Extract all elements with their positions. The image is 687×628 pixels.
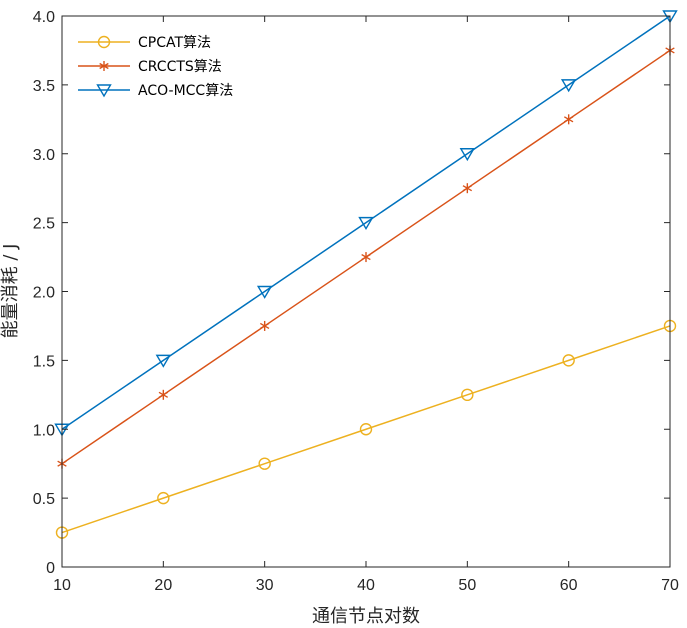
series-group	[54, 10, 678, 539]
y-tick-label: 0.5	[33, 491, 55, 508]
data-point	[361, 252, 371, 263]
legend-marker	[96, 84, 112, 98]
x-tick-label: 70	[661, 577, 679, 594]
data-point	[259, 320, 270, 331]
data-point	[158, 389, 169, 400]
data-point	[459, 148, 476, 162]
data-point	[358, 216, 374, 231]
legend-marker	[99, 61, 109, 71]
legend-entry-2: ACO-MCC算法	[78, 83, 233, 99]
data-point	[560, 79, 577, 93]
y-tick-label: 4.0	[33, 9, 55, 26]
axes: 10 20 30 40 50 60 70 0 0.5 1.0 1.5 2.0 2.5 3.0 3.5 4.0	[33, 9, 679, 594]
y-tick-label: 1.5	[33, 353, 55, 370]
x-tick-label: 30	[256, 577, 274, 594]
legend-label: ACO-MCC算法	[138, 83, 233, 99]
y-tick-label: 2.5	[33, 216, 55, 233]
x-tick-label: 40	[357, 577, 375, 594]
legend: CPCAT算法 CRCCTS算法 ACO-MCC算法	[72, 28, 262, 110]
data-point	[562, 354, 575, 367]
y-tick-label: 0	[46, 560, 55, 577]
x-tick-label: 10	[53, 577, 71, 594]
data-point	[462, 183, 473, 194]
y-axis-label: 能量消耗 / J	[0, 244, 21, 339]
legend-label: CRCCTS算法	[138, 59, 222, 75]
legend-entry-1: CRCCTS算法	[78, 59, 222, 75]
x-tick-label: 50	[458, 577, 476, 594]
data-point	[359, 423, 373, 436]
data-point	[563, 114, 574, 125]
y-tick-label: 3.5	[33, 78, 55, 95]
x-axis-label: 通信节点对数	[312, 606, 420, 627]
data-point	[461, 388, 474, 402]
x-tick-label: 60	[560, 577, 578, 594]
y-tick-label: 3.0	[33, 147, 55, 164]
y-tick-label: 2.0	[33, 285, 55, 302]
x-tick-label: 20	[154, 577, 172, 594]
legend-label: CPCAT算法	[138, 35, 211, 51]
legend-entry-0: CPCAT算法	[78, 35, 211, 51]
y-tick-label: 1.0	[33, 422, 55, 439]
data-point	[256, 285, 273, 299]
series-line-2	[61, 15, 671, 430]
legend-marker	[97, 35, 111, 49]
series-line-0	[61, 325, 671, 534]
data-point	[155, 354, 172, 368]
series-1	[57, 45, 675, 469]
data-point	[157, 491, 170, 505]
data-point	[258, 457, 271, 470]
